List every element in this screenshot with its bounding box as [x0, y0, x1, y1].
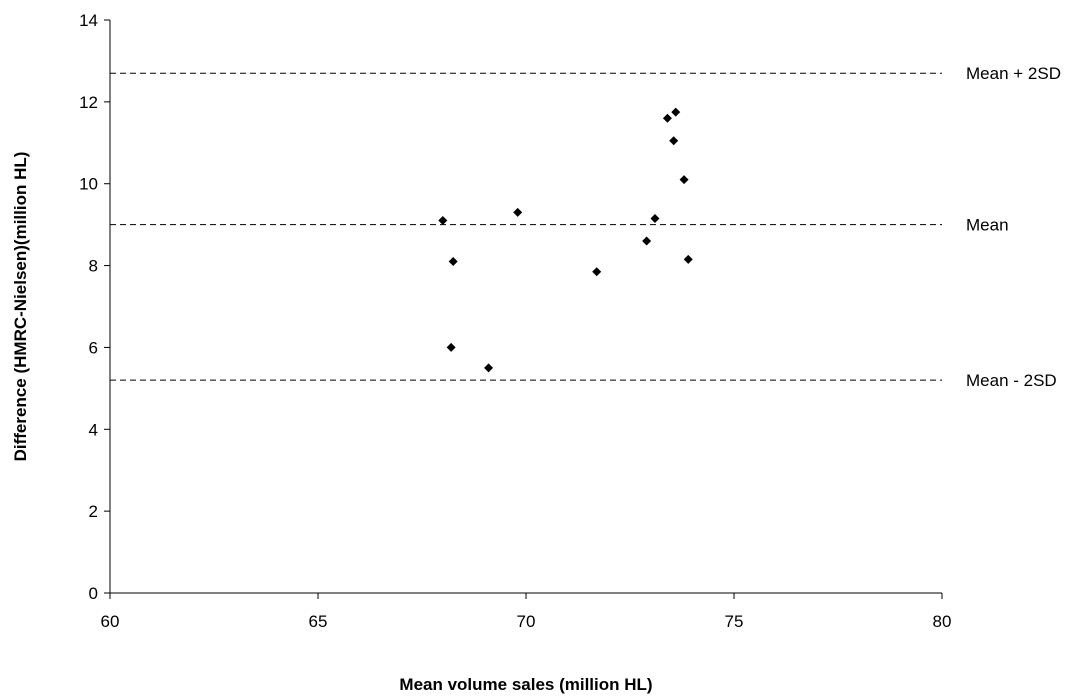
data-point	[683, 254, 693, 264]
axes	[109, 20, 942, 594]
x-tick-label: 80	[933, 612, 952, 631]
data-point	[484, 363, 494, 373]
y-tick-label: 6	[89, 338, 98, 357]
data-point	[669, 136, 679, 146]
x-axis-title: Mean volume sales (million HL)	[399, 675, 652, 694]
data-points	[438, 107, 693, 373]
y-tick-label: 12	[79, 93, 98, 112]
reference-lines: Mean + 2SD Mean Mean - 2SD	[110, 64, 1061, 390]
data-point	[513, 207, 523, 217]
reference-line-label: Mean	[966, 216, 1009, 235]
x-tick-label: 70	[517, 612, 536, 631]
reference-line-label: Mean - 2SD	[966, 371, 1057, 390]
data-point	[679, 175, 689, 185]
y-axis-title: Difference (HMRC-Nielsen)(million HL)	[11, 152, 30, 462]
y-tick-label: 4	[89, 420, 98, 439]
data-point	[671, 107, 681, 117]
y-tick-label: 0	[89, 584, 98, 603]
y-tick-label: 8	[89, 257, 98, 276]
y-tick-label: 10	[79, 175, 98, 194]
x-tick-label: 75	[725, 612, 744, 631]
data-point	[650, 214, 660, 224]
data-point	[642, 236, 652, 246]
y-tick-label: 14	[79, 11, 98, 30]
data-point	[448, 256, 458, 266]
x-tick-label: 60	[101, 612, 120, 631]
data-point	[662, 113, 672, 123]
ticks: 0 2 4 6 8 10 12 14 60 65 70 75 80	[79, 11, 951, 631]
y-tick-label: 2	[89, 502, 98, 521]
data-point	[592, 267, 602, 277]
x-tick-label: 65	[309, 612, 328, 631]
reference-line-label: Mean + 2SD	[966, 64, 1061, 83]
data-point	[438, 216, 448, 226]
data-point	[446, 342, 456, 352]
